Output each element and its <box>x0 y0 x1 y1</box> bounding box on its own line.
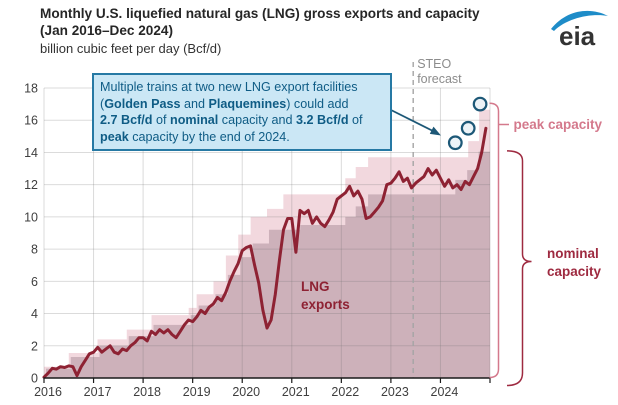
callout-box: Multiple trains at two new LNG export fa… <box>92 73 392 151</box>
forecast-label: forecast <box>417 72 462 86</box>
lng-exports-label: exports <box>301 297 350 312</box>
lng-exports-line <box>42 126 488 379</box>
y-tick-label: 8 <box>31 243 38 257</box>
nominal-capacity-label: nominal <box>547 246 599 261</box>
peak-capacity-label: peak capacity <box>514 117 603 132</box>
y-tick-label: 0 <box>31 372 38 386</box>
callout-segment: nominal <box>170 113 219 127</box>
y-tick-label: 10 <box>24 210 38 224</box>
callout-arrow-line <box>390 109 435 133</box>
peak-capacity-bracket <box>489 102 500 379</box>
x-tick-label: 2021 <box>282 385 310 399</box>
y-tick-label: 2 <box>31 339 38 353</box>
callout-segment: 2.7 Bcf/d <box>100 113 153 127</box>
callout-arrow-head <box>429 126 441 136</box>
x-tick-label: 2018 <box>133 385 161 399</box>
x-tick-label: 2020 <box>232 385 260 399</box>
eia-logo-text: eia <box>559 21 596 49</box>
nominal-capacity-label: capacity <box>547 264 602 279</box>
x-tick-label: 2022 <box>331 385 359 399</box>
y-tick-label: 4 <box>31 307 38 321</box>
callout-segment: of <box>348 113 363 127</box>
nominal-capacity-bracket <box>506 150 532 387</box>
callout-segment: capacity by the end of 2024. <box>128 129 290 144</box>
y-tick-label: 6 <box>31 275 38 289</box>
eia-logo: eia <box>547 7 611 51</box>
y-tick-label: 12 <box>24 178 38 192</box>
header: Monthly U.S. liquefied natural gas (LNG)… <box>40 5 545 57</box>
x-tick-label: 2019 <box>183 385 211 399</box>
forecast-marker <box>460 120 476 136</box>
y-tick-label: 18 <box>24 82 38 96</box>
callout-segment: Plaquemines <box>208 96 287 111</box>
chart-title-line1: Monthly U.S. liquefied natural gas (LNG)… <box>40 6 480 21</box>
eia-swoosh-icon <box>551 10 608 31</box>
callout-segment: 3.2 Bcf/d <box>296 113 349 127</box>
callout-text: Multiple trains at two new LNG export fa… <box>100 80 363 144</box>
chart-title-line2: (Jan 2016–Dec 2024) <box>40 23 174 38</box>
y-tick-label: 14 <box>24 146 38 160</box>
x-tick-label: 2023 <box>381 385 409 399</box>
callout-segment: and <box>180 96 209 111</box>
callout-segment: of <box>152 113 171 127</box>
callout-segment: ( <box>100 96 105 111</box>
x-tick-label: 2024 <box>431 385 459 399</box>
y-tick-label: 16 <box>24 114 38 128</box>
lng-exports-label: LNG <box>301 279 330 294</box>
callout-segment: peak <box>100 129 129 144</box>
forecast-marker <box>472 96 488 112</box>
chart-subtitle: billion cubic feet per day (Bcf/d) <box>40 41 222 56</box>
callout-segment: Multiple trains at two new LNG export fa… <box>100 80 358 94</box>
callout-segment: Golden Pass <box>104 96 181 111</box>
x-tick-label: 2017 <box>84 385 112 399</box>
callout-segment: capacity and <box>218 113 297 127</box>
forecast-label: STEO <box>417 57 451 71</box>
forecast-marker <box>447 135 463 151</box>
x-tick-label: 2016 <box>34 385 62 399</box>
callout-segment: ) could add <box>286 96 349 111</box>
